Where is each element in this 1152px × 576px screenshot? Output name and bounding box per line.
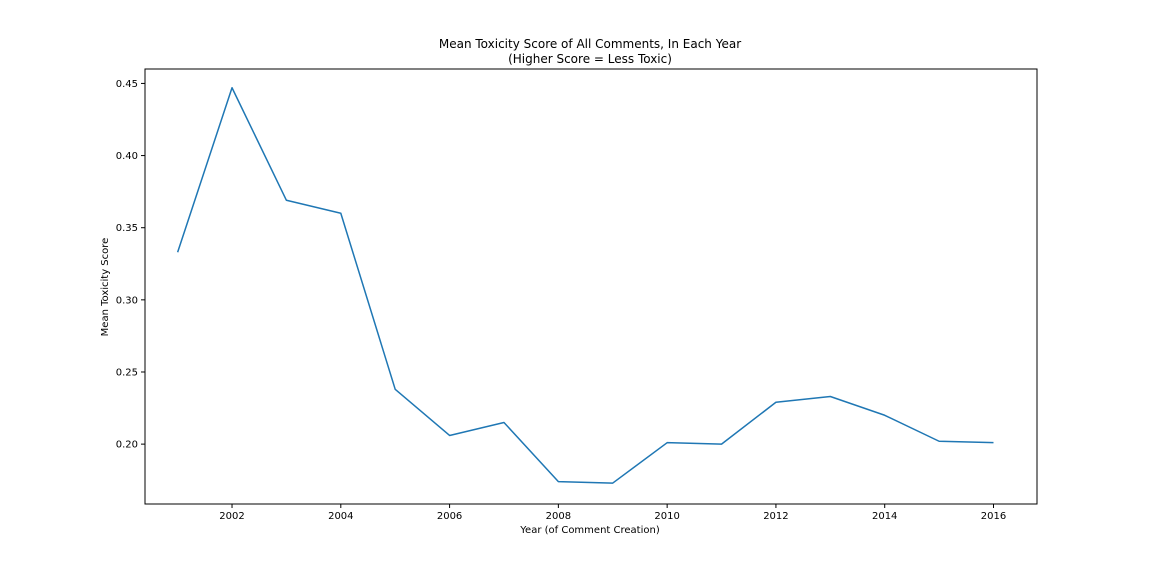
x-tick-label: 2004 [328,511,353,522]
x-tick-label: 2010 [654,511,679,522]
y-tick-label: 0.20 [116,440,138,451]
plot-area: 2002 2004 2006 2008 2010 2012 2014 2016 0.200.2… [116,68,1038,522]
chart-title: Mean Toxicity Score of All Comments, In … [439,37,741,51]
y-tick-label: 0.40 [116,151,138,162]
y-tick-label: 0.35 [116,223,138,234]
x-tick-label: 2014 [872,511,897,522]
x-tick-label: 2008 [546,511,571,522]
axes-frame [144,68,1038,505]
x-tick-label: 2002 [219,511,244,522]
y-tick-label: 0.45 [116,79,138,90]
y-tick-label: 0.25 [116,367,138,378]
x-axis-ticks: 2002 2004 2006 2008 2010 2012 2014 2016 [219,504,1006,522]
series-layer [176,87,994,484]
chart-subtitle: (Higher Score = Less Toxic) [508,52,672,66]
y-tick-label: 0.30 [116,295,138,306]
series-line [176,87,994,484]
y-axis-ticks: 0.20 0.25 0.30 0.35 0.40 0.45 [116,79,145,451]
x-tick-label: 2006 [437,511,462,522]
x-axis-label: Year (of Comment Creation) [519,525,660,536]
x-tick-label: 2012 [763,511,788,522]
y-axis-label: Mean Toxicity Score [100,238,111,337]
x-tick-label: 2016 [981,511,1006,522]
